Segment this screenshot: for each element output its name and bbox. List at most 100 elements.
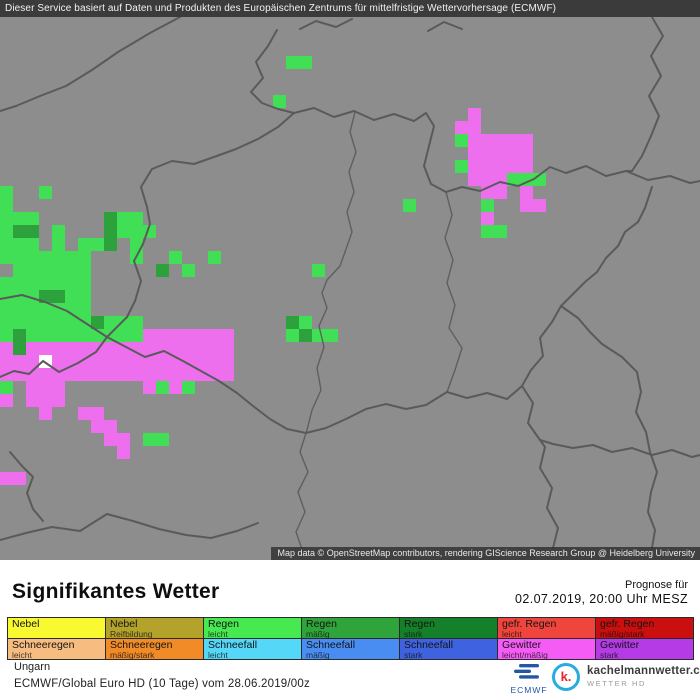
- precip-cell: [78, 329, 91, 342]
- precip-cell: [52, 225, 65, 238]
- precip-cell: [195, 368, 208, 381]
- precip-cell: [221, 342, 234, 355]
- precip-cell: [26, 238, 39, 251]
- precip-cell: [13, 238, 26, 251]
- precip-cell: [221, 329, 234, 342]
- ecmwf-icon: [514, 664, 539, 679]
- precip-cell: [39, 251, 52, 264]
- precip-cell: [520, 160, 533, 173]
- precip-cell: [52, 251, 65, 264]
- precip-cell: [156, 381, 169, 394]
- legend-cell-label: Regen: [306, 618, 337, 630]
- legend-cell-label: Regen: [208, 618, 239, 630]
- precip-cell: [130, 355, 143, 368]
- precip-cell: [455, 121, 468, 134]
- precip-cell: [182, 329, 195, 342]
- precip-cell: [78, 342, 91, 355]
- precip-cell: [455, 134, 468, 147]
- precip-cell: [169, 381, 182, 394]
- precip-cell: [182, 368, 195, 381]
- precip-cell: [0, 303, 13, 316]
- precip-cell: [91, 368, 104, 381]
- precip-cell: [26, 303, 39, 316]
- precip-cell: [494, 225, 507, 238]
- precip-cell: [130, 225, 143, 238]
- legend-cell-label: Schneefall: [404, 639, 454, 651]
- precip-cell: [143, 342, 156, 355]
- precip-cell: [182, 342, 195, 355]
- precip-cell: [65, 342, 78, 355]
- precip-cell: [520, 134, 533, 147]
- precip-cell: [481, 134, 494, 147]
- map-attribution: Map data © OpenStreetMap contributors, r…: [270, 547, 700, 560]
- precip-cell: [0, 355, 13, 368]
- precip-cell: [208, 251, 221, 264]
- precip-cell: [39, 186, 52, 199]
- precip-cell: [117, 446, 130, 459]
- precip-cell: [117, 316, 130, 329]
- precip-cell: [0, 329, 13, 342]
- precip-cell: [195, 342, 208, 355]
- precip-cell: [494, 160, 507, 173]
- precip-cell: [26, 264, 39, 277]
- precip-cell: [0, 251, 13, 264]
- precip-cell: [39, 303, 52, 316]
- precip-cell: [195, 355, 208, 368]
- precip-cell: [13, 329, 26, 342]
- legend-cell-sublabel: leicht: [208, 629, 228, 639]
- precip-cell: [52, 238, 65, 251]
- precip-cell: [468, 121, 481, 134]
- precip-cell: [39, 368, 52, 381]
- legend-cell-sublabel: mäßig/stark: [600, 629, 645, 639]
- precip-cell: [130, 212, 143, 225]
- precip-cell: [52, 329, 65, 342]
- precip-cell: [65, 277, 78, 290]
- precip-cell: [78, 303, 91, 316]
- precip-cell: [117, 212, 130, 225]
- precip-cell: [481, 160, 494, 173]
- precip-cell: [26, 277, 39, 290]
- kachelmann-logo: kachelmannwetter.com WETTER HD: [587, 665, 700, 688]
- precip-cell: [52, 342, 65, 355]
- precip-cell: [481, 212, 494, 225]
- precip-cell: [104, 420, 117, 433]
- legend-cell: Schneefall leicht: [204, 639, 302, 660]
- legend-cell: Schneeregen leicht: [8, 639, 106, 660]
- precip-cell: [26, 394, 39, 407]
- borders-svg: [0, 17, 700, 553]
- precip-cell: [52, 381, 65, 394]
- precip-cell: [13, 316, 26, 329]
- precip-cell: [65, 251, 78, 264]
- precip-cell: [26, 225, 39, 238]
- precip-cell: [182, 264, 195, 277]
- precip-cell: [0, 186, 13, 199]
- precip-cell: [52, 355, 65, 368]
- precip-cell: [533, 199, 546, 212]
- footer-region: Ungarn: [14, 661, 51, 673]
- legend-cell-label: Nebel: [110, 618, 138, 630]
- kachelmann-icon: k.: [552, 663, 580, 691]
- precip-cell: [130, 316, 143, 329]
- ecmwf-label: ECMWF: [510, 685, 548, 695]
- precip-cell: [299, 56, 312, 69]
- precip-cell: [13, 303, 26, 316]
- precip-cell: [273, 95, 286, 108]
- precip-cell: [182, 381, 195, 394]
- legend-cell: gefr. Regen mäßig/stark: [596, 618, 694, 639]
- precip-cell: [468, 108, 481, 121]
- precip-cell: [91, 407, 104, 420]
- precip-cell: [39, 407, 52, 420]
- legend: Nebel Nebel Reifbildung Regen leicht Regen mäß…: [7, 617, 694, 660]
- weather-map: Map data © OpenStreetMap contributors, r…: [0, 17, 700, 560]
- precip-cell: [39, 329, 52, 342]
- legend-cell-sublabel: stark: [404, 629, 423, 639]
- precip-cell: [52, 394, 65, 407]
- precip-cell: [169, 251, 182, 264]
- precip-cell: [221, 355, 234, 368]
- footer-model-line: ECMWF/Global Euro HD (10 Tage) vom 28.06…: [14, 678, 310, 690]
- legend-cell-sublabel: mäßig/stark: [110, 650, 155, 660]
- precip-cell: [481, 225, 494, 238]
- legend-cell-label: Gewitter: [600, 639, 640, 651]
- precip-cell: [0, 394, 13, 407]
- legend-cell: Nebel Reifbildung: [106, 618, 204, 639]
